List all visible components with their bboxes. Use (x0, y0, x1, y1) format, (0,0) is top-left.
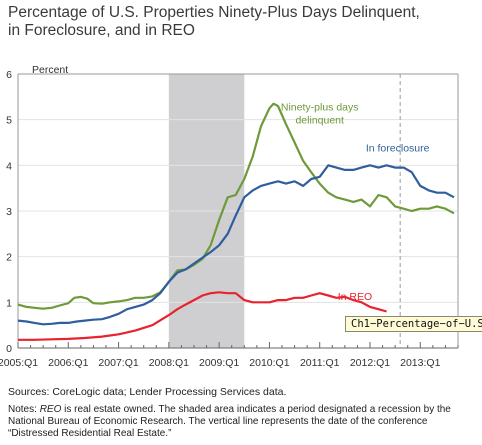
axes (17, 73, 459, 349)
notes-body: is real estate owned. The shaded area in… (8, 404, 451, 439)
x-tick-label: 2010:Q1 (249, 357, 289, 369)
y-tick-label: 3 (6, 206, 12, 218)
notes-prefix: Notes: (8, 404, 40, 415)
y-tick-label: 2 (6, 252, 12, 264)
notes-text: Notes: REO is real estate owned. The sha… (8, 404, 476, 440)
x-tick-label: 2006:Q1 (48, 357, 88, 369)
tooltip: Ch1−Percentage−of−U.S (345, 316, 482, 332)
line-chart: 0 1 2 3 4 5 6 2005:Q1 2006:Q1 2007:Q1 2008:Q1 2009:… (0, 64, 459, 369)
y-tick-label: 1 (6, 297, 12, 309)
series-lines (17, 102, 455, 341)
x-tick-label: 2009:Q1 (199, 357, 239, 369)
series-label: Ninety-plus days (281, 102, 359, 114)
y-tick-label: 6 (6, 69, 12, 81)
y-tick-label: 4 (6, 160, 12, 172)
notes-term: REO (39, 404, 62, 415)
series-label: In REO (338, 291, 372, 303)
x-tick-label: 2007:Q1 (98, 357, 138, 369)
y-tick-label: 0 (6, 343, 12, 355)
tick-labels: 0 1 2 3 4 5 6 2005:Q1 2006:Q1 2007:Q1 2008:Q1 2009:… (0, 69, 441, 369)
x-tick-label: 2008:Q1 (149, 357, 189, 369)
series-line-in-reo (18, 291, 387, 341)
x-tick-label: 2013:Q1 (400, 357, 440, 369)
y-tick-label: 5 (6, 115, 12, 127)
series-line-ninety-plus-days-delinquent (17, 102, 455, 310)
series-label: In foreclosure (366, 143, 430, 155)
sources-note: Sources: CoreLogic data; Lender Processi… (8, 386, 287, 398)
x-tick-label: 2012:Q1 (350, 357, 390, 369)
x-tick-label: 2011:Q1 (300, 357, 340, 369)
y-axis-label: Percent (32, 64, 68, 76)
series-label: delinquent (295, 115, 344, 127)
chart-title: Percentage of U.S. Properties Ninety-Plu… (8, 4, 420, 39)
x-tick-label: 2005:Q1 (0, 357, 38, 369)
series-line-in-foreclosure (17, 164, 455, 326)
